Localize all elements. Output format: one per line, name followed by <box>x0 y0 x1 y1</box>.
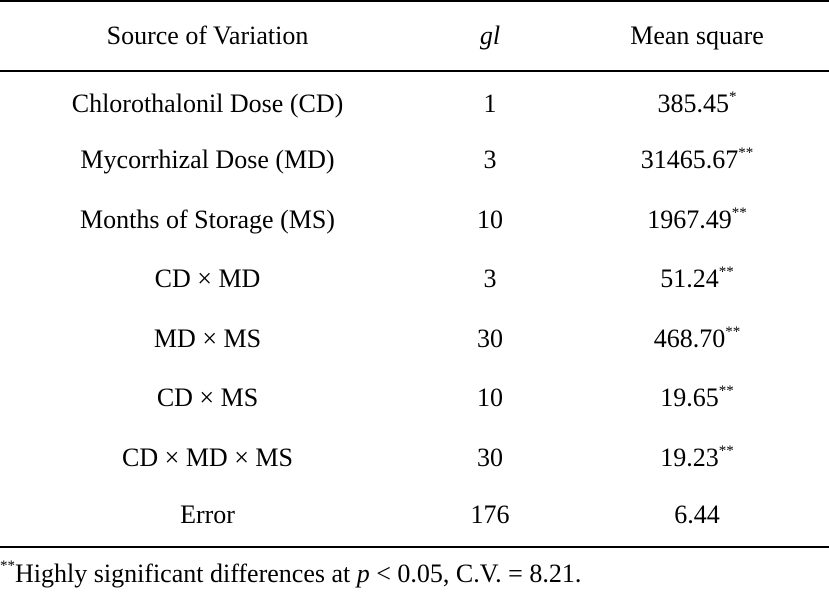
mean-square-value: 6.44 <box>674 499 720 529</box>
footnote-p-symbol: p <box>356 559 370 588</box>
mean-square-value: 468.70 <box>653 323 726 353</box>
cell-mean-square: 31465.67** <box>565 131 829 191</box>
footnote-text-after: < 0.05, C.V. = 8.21. <box>369 559 582 588</box>
table-row: Mycorrhizal Dose (MD) 3 31465.67** <box>0 131 829 191</box>
cell-source: Error <box>0 487 415 548</box>
cell-mean-square: 1967.49** <box>565 190 829 250</box>
cell-source: Chlorothalonil Dose (CD) <box>71 89 344 119</box>
table-footnote: **Highly significant differences at p < … <box>0 559 581 589</box>
header-mean-square: Mean square <box>565 0 829 72</box>
cell-source: CD × MD <box>154 264 261 294</box>
cell-gl: 10 <box>477 204 503 234</box>
significance-marker: ** <box>738 145 754 162</box>
header-source-of-variation: Source of Variation <box>0 0 415 72</box>
table-row: CD × MD × MS 30 19.23** <box>0 428 829 488</box>
table-row: Months of Storage (MS) 10 1967.49** <box>0 190 829 250</box>
significance-marker: ** <box>731 204 747 221</box>
cell-source: Mycorrhizal Dose (MD) <box>80 145 335 175</box>
significance-marker: ** <box>725 323 741 340</box>
cell-mean-square: 51.24** <box>565 250 829 310</box>
significance-marker: ** <box>718 442 734 459</box>
anova-table: Source of Variation gl Mean square Chlor… <box>0 0 829 548</box>
table-row: MD × MS 30 468.70** <box>0 309 829 369</box>
anova-table-container: Source of Variation gl Mean square Chlor… <box>0 0 829 548</box>
cell-gl: 3 <box>483 264 497 294</box>
mean-square-value: 51.24 <box>660 264 719 294</box>
cell-mean-square: 468.70** <box>565 309 829 369</box>
table-row: CD × MD 3 51.24** <box>0 250 829 310</box>
cell-source: CD × MS <box>156 383 259 413</box>
cell-gl: 3 <box>483 145 497 175</box>
cell-source: CD × MD × MS <box>122 442 293 472</box>
significance-marker: ** <box>718 383 734 400</box>
cell-gl: 10 <box>477 383 503 413</box>
cell-mean-square: 385.45* <box>565 71 829 131</box>
footnote-marker: ** <box>0 558 15 574</box>
table-header-row: Source of Variation gl Mean square <box>0 0 829 72</box>
cell-gl: 1 <box>483 89 497 119</box>
cell-mean-square: 19.65** <box>565 369 829 429</box>
mean-square-value: 1967.49 <box>647 204 732 234</box>
table-row: Chlorothalonil Dose (CD) 1 385.45* <box>0 71 829 131</box>
footnote-text-before: Highly significant differences at <box>15 559 357 588</box>
table-row: CD × MS 10 19.65** <box>0 369 829 429</box>
cell-mean-square: 19.23** <box>565 428 829 488</box>
mean-square-value: 19.23 <box>660 442 719 472</box>
cell-mean-square: 6.44 <box>565 487 829 548</box>
cell-source: Months of Storage (MS) <box>80 204 335 234</box>
table-row: Error 176 6.44 <box>0 487 829 548</box>
mean-square-value: 385.45 <box>657 89 730 119</box>
significance-marker: ** <box>718 264 734 281</box>
mean-square-value: 19.65 <box>660 383 719 413</box>
cell-gl: 176 <box>415 487 565 548</box>
cell-gl: 30 <box>477 442 503 472</box>
cell-gl: 30 <box>477 323 503 353</box>
mean-square-value: 31465.67 <box>640 145 739 175</box>
header-gl: gl <box>415 0 565 72</box>
significance-marker: * <box>729 89 737 106</box>
cell-source: MD × MS <box>153 323 262 353</box>
